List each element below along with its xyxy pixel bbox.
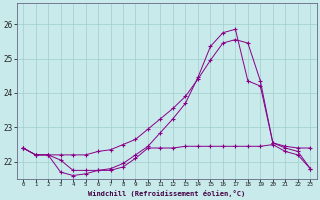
X-axis label: Windchill (Refroidissement éolien,°C): Windchill (Refroidissement éolien,°C) bbox=[88, 190, 245, 197]
